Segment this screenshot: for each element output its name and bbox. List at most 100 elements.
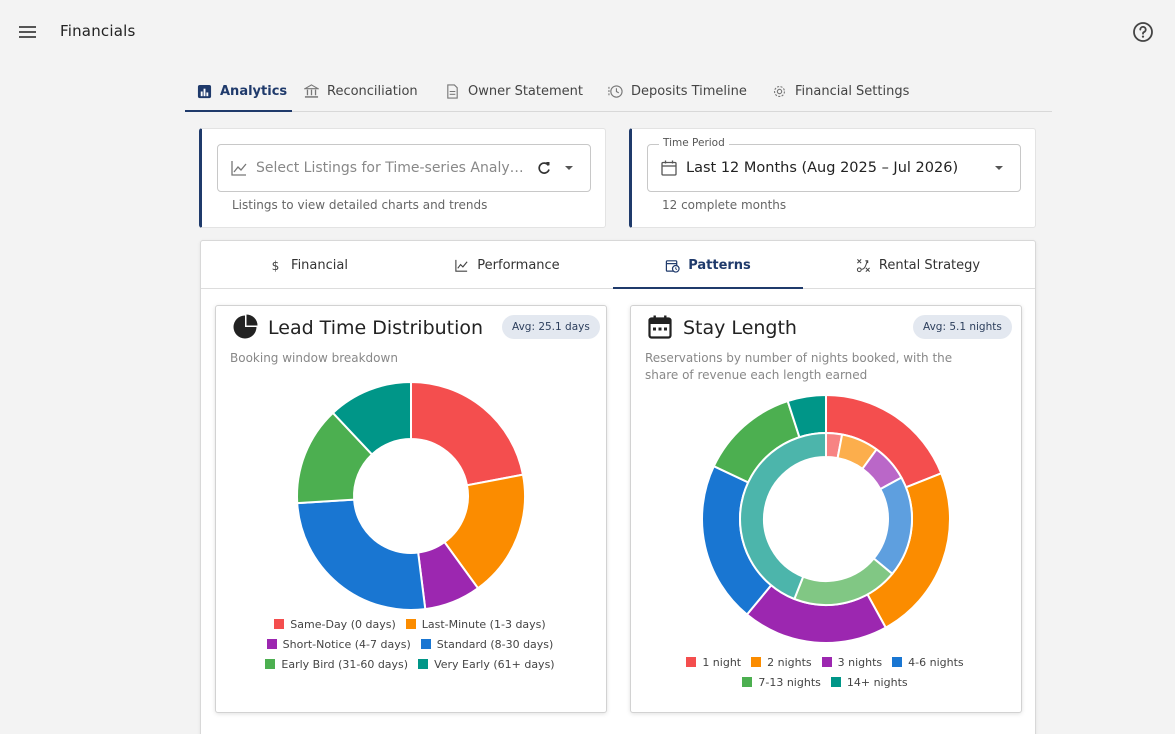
dropdown-arrow-icon[interactable] [990, 159, 1008, 177]
time-period-select[interactable]: Last 12 Months (Aug 2025 – Jul 2026) [647, 144, 1021, 192]
tab-label: Owner Statement [468, 83, 583, 99]
analytics-panel: $ Financial Performance Patterns Rental … [200, 240, 1036, 734]
stay-length-title: Stay Length [683, 317, 797, 339]
stay-length-legend-item[interactable]: 1 night [686, 656, 741, 669]
lead-time-slice-standard-8-30-days[interactable] [296, 498, 427, 611]
svg-text:$: $ [272, 259, 280, 273]
tab-label: Analytics [220, 83, 288, 99]
tab-label: Financial Settings [795, 83, 910, 99]
listings-select[interactable]: Select Listings for Time-series Analyt… [217, 144, 591, 192]
stay-length-legend-item[interactable]: 2 nights [751, 656, 812, 669]
lead-time-legend: Same-Day (0 days) Last-Minute (1-3 days) S… [216, 614, 604, 674]
dollar-icon: $ [272, 259, 280, 273]
legend-label: 2 nights [767, 655, 812, 669]
lead-time-slice-very-early-61-days[interactable] [331, 380, 412, 456]
legend-swatch [892, 657, 903, 667]
time-period-helper-text: 12 complete months [662, 198, 787, 212]
legend-label: Standard (8-30 days) [436, 637, 554, 651]
legend-label: Early Bird (31-60 days) [281, 657, 409, 671]
subtab-financial[interactable]: $ Financial [213, 241, 403, 289]
tab-owner-statement[interactable]: Owner Statement [445, 70, 583, 112]
lead-time-slice-same-day-0-days[interactable] [410, 380, 525, 487]
subtab-rental-strategy[interactable]: Rental Strategy [823, 241, 1013, 289]
app-bar: Financials [0, 0, 1175, 64]
lead-time-legend-item[interactable]: Short-Notice (4-7 days) [266, 637, 411, 651]
strategy-icon [856, 258, 870, 272]
lead-time-legend-item[interactable]: Last-Minute (1-3 days) [405, 617, 546, 631]
legend-swatch [274, 619, 285, 629]
lead-time-donut-chart [296, 380, 526, 611]
legend-swatch [265, 659, 276, 669]
tab-reconciliation[interactable]: Reconciliation [304, 70, 418, 112]
gear-icon [773, 85, 786, 97]
tab-financial-settings[interactable]: Financial Settings [772, 70, 909, 112]
legend-label: 7-13 nights [758, 675, 821, 689]
subtab-label: Patterns [688, 257, 751, 273]
subtab-performance[interactable]: Performance [412, 241, 602, 289]
subtab-label: Performance [477, 257, 560, 273]
tab-deposits-timeline[interactable]: Deposits Timeline [608, 70, 747, 112]
legend-row: 1 night 2 nights 3 nights 4-6 nights [631, 652, 1019, 672]
time-period-filter-card: Last 12 Months (Aug 2025 – Jul 2026) Tim… [629, 128, 1036, 228]
time-period-value: Last 12 Months (Aug 2025 – Jul 2026) [686, 160, 959, 176]
legend-swatch [418, 659, 429, 669]
legend-label: Very Early (61+ days) [434, 657, 555, 671]
legend-label: Same-Day (0 days) [290, 617, 396, 631]
lead-time-legend-item[interactable]: Very Early (61+ days) [418, 658, 555, 671]
stay-length-legend-item[interactable]: 4-6 nights [892, 656, 964, 669]
lead-time-legend-item[interactable]: Early Bird (31-60 days) [265, 658, 408, 671]
pie-chart-icon [233, 314, 258, 339]
legend-label: 4-6 nights [908, 655, 964, 669]
app-title: Financials [60, 22, 136, 40]
legend-label: 3 nights [837, 655, 883, 669]
lead-time-legend-item[interactable]: Same-Day (0 days) [274, 617, 396, 631]
legend-label: Last-Minute (1-3 days) [421, 617, 546, 631]
legend-swatch [405, 619, 416, 629]
listings-select-placeholder: Select Listings for Time-series Analyt… [256, 160, 528, 176]
tab-label: Deposits Timeline [631, 83, 747, 99]
stay-reservations-slice-14-nights[interactable] [739, 431, 827, 601]
dropdown-arrow-icon[interactable] [560, 159, 578, 177]
line-chart-icon [231, 161, 247, 176]
stay-length-legend-item[interactable]: 7-13 nights [742, 676, 821, 689]
legend-label: 14+ nights [846, 675, 908, 689]
legend-swatch [821, 657, 832, 667]
stay-length-legend-item[interactable]: 3 nights [821, 655, 883, 669]
active-tab-indicator [185, 110, 292, 112]
subtab-patterns[interactable]: Patterns [613, 241, 803, 289]
calendar-clock-icon [665, 259, 680, 273]
stay-length-donut-chart [701, 393, 951, 644]
bar-chart-icon [197, 84, 212, 98]
history-icon [608, 84, 623, 98]
stay-length-legend-item[interactable]: 14+ nights [830, 675, 908, 689]
lead-time-avg-badge: Avg: 25.1 days [502, 315, 600, 339]
tab-analytics[interactable]: Analytics [197, 70, 287, 112]
stay-length-card: Stay Length Avg: 5.1 nights Reservations… [630, 305, 1022, 713]
bank-icon [304, 83, 319, 98]
time-period-label: Time Period [659, 137, 729, 149]
lead-time-card: Lead Time Distribution Avg: 25.1 days Bo… [215, 305, 607, 713]
help-icon[interactable] [1132, 21, 1154, 43]
main-tabs: Analytics Reconciliation Owner Statement… [185, 70, 1052, 112]
legend-row: 7-13 nights 14+ nights [631, 672, 1019, 692]
lead-time-subtitle: Booking window breakdown [230, 351, 398, 365]
legend-swatch [420, 639, 431, 649]
line-chart-icon [455, 259, 468, 272]
document-icon [447, 83, 458, 99]
calendar-icon [648, 315, 672, 339]
refresh-icon[interactable] [536, 160, 552, 176]
legend-row: Same-Day (0 days) Last-Minute (1-3 days) [216, 614, 604, 634]
legend-label: Short-Notice (4-7 days) [282, 637, 411, 651]
legend-swatch [751, 657, 762, 667]
stay-length-avg-badge: Avg: 5.1 nights [913, 315, 1012, 339]
subtab-label: Rental Strategy [878, 257, 981, 273]
lead-time-legend-item[interactable]: Standard (8-30 days) [420, 637, 554, 651]
legend-row: Short-Notice (4-7 days) Standard (8-30 da… [216, 634, 604, 654]
legend-label: 1 night [702, 655, 742, 669]
hamburger-menu-icon[interactable] [18, 22, 38, 42]
legend-swatch [742, 677, 753, 687]
listings-helper-text: Listings to view detailed charts and tre… [232, 198, 488, 212]
legend-swatch [686, 657, 697, 667]
stay-length-legend: 1 night 2 nights 3 nights 4-6 nights 7-13 ni… [631, 652, 1019, 692]
active-subtab-indicator [613, 287, 803, 289]
